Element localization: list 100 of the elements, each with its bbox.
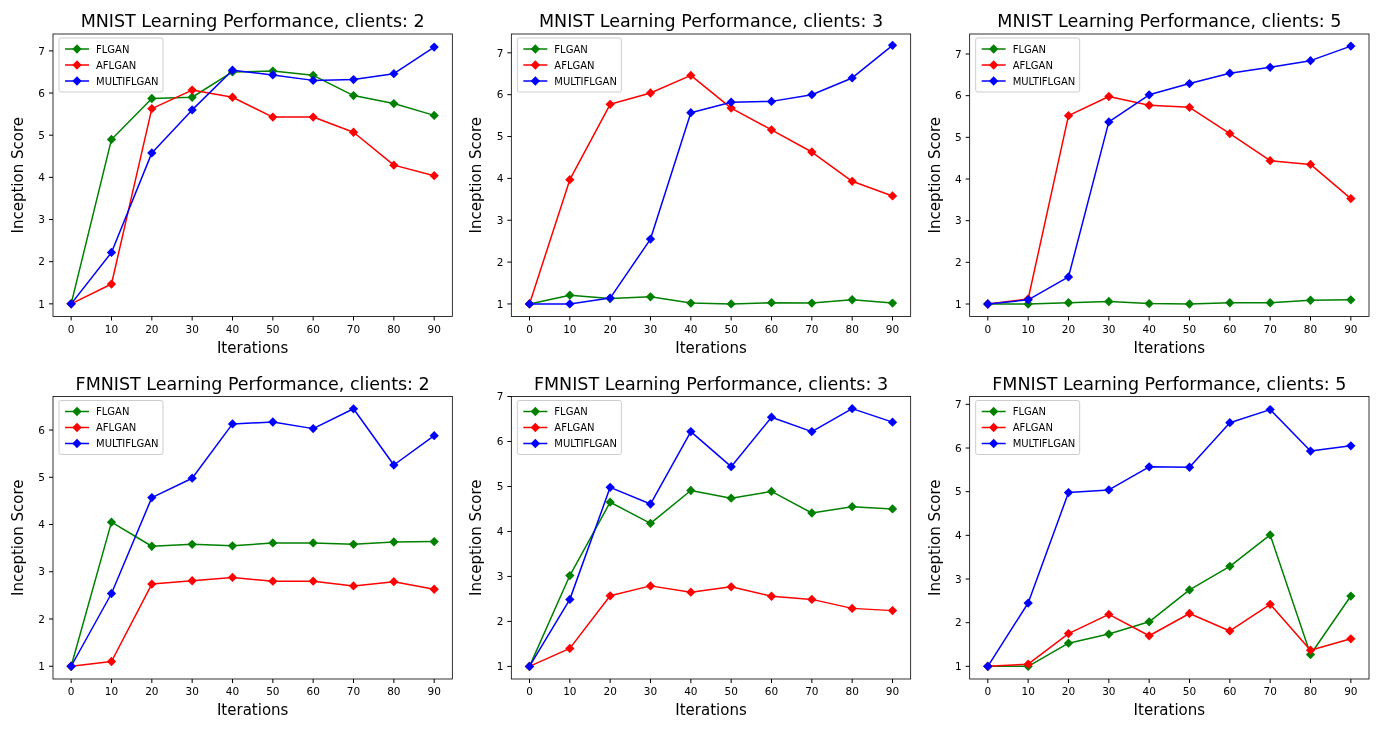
legend-label: FLGAN (1012, 43, 1047, 55)
x-tick-label: 80 (845, 322, 859, 335)
x-axis-title: Iterations (675, 338, 747, 357)
x-tick-label: 40 (1142, 685, 1156, 697)
x-tick-label: 90 (885, 685, 900, 697)
x-tick-label: 10 (104, 685, 119, 697)
y-tick-label: 5 (38, 128, 45, 141)
legend-label: MULTIFLGAN (96, 75, 159, 87)
x-tick-label: 30 (643, 685, 658, 697)
x-tick-label: 80 (1303, 322, 1318, 335)
y-tick-label: 1 (496, 660, 504, 673)
x-tick-label: 10 (563, 685, 577, 697)
x-tick-label: 40 (684, 322, 698, 335)
y-tick-label: 4 (954, 172, 962, 185)
legend-label: MULTIFLGAN (1012, 438, 1076, 449)
x-tick-label: 0 (67, 322, 75, 335)
legend-label: AFLGAN (96, 59, 137, 71)
chart-title: FMNIST Learning Performance, clients: 2 (75, 373, 430, 394)
y-tick-label: 3 (38, 213, 45, 226)
x-tick-label: 70 (346, 322, 361, 335)
x-tick-label: 40 (1142, 322, 1156, 335)
y-tick-label: 2 (496, 615, 504, 628)
y-tick-label: 7 (496, 390, 504, 403)
chart-title: MNIST Learning Performance, clients: 2 (80, 11, 425, 31)
y-tick-label: 6 (954, 441, 962, 454)
x-tick-label: 20 (145, 322, 159, 335)
x-tick-label: 20 (145, 685, 159, 697)
y-tick-label: 4 (954, 529, 962, 542)
x-tick-label: 30 (643, 322, 658, 335)
y-tick-label: 7 (496, 46, 504, 59)
y-tick-label: 3 (496, 213, 504, 226)
x-axis-title: Iterations (216, 701, 289, 719)
y-tick-label: 5 (496, 130, 504, 143)
y-tick-label: 4 (38, 171, 46, 184)
x-tick-label: 60 (306, 685, 320, 697)
x-tick-label: 90 (427, 685, 441, 697)
x-axis-title: Iterations (216, 338, 289, 357)
x-tick-label: 40 (225, 685, 240, 697)
y-tick-label: 1 (38, 659, 45, 672)
x-tick-label: 50 (724, 322, 738, 335)
x-tick-label: 50 (724, 685, 738, 697)
y-tick-label: 2 (38, 255, 45, 268)
legend-label: FLGAN (554, 43, 588, 55)
chart-title: FMNIST Learning Performance, clients: 5 (992, 373, 1347, 394)
x-tick-label: 90 (885, 322, 900, 335)
legend-label: FLGAN (1012, 406, 1047, 417)
y-tick-label: 1 (954, 660, 962, 673)
y-tick-label: 2 (954, 256, 962, 269)
y-axis-title: Inception Score (467, 117, 486, 234)
x-tick-label: 70 (1263, 685, 1277, 697)
x-tick-label: 20 (603, 685, 617, 697)
legend-label: AFLGAN (1012, 59, 1053, 71)
y-tick-label: 5 (954, 485, 962, 498)
chart-title: FMNIST Learning Performance, clients: 3 (533, 373, 889, 394)
chart-title: MNIST Learning Performance, clients: 5 (997, 11, 1342, 31)
y-tick-label: 6 (954, 89, 962, 102)
y-tick-label: 6 (38, 423, 46, 436)
x-tick-label: 10 (104, 322, 119, 335)
chart-title: MNIST Learning Performance, clients: 3 (538, 11, 884, 31)
x-tick-label: 30 (1102, 322, 1116, 335)
x-tick-label: 10 (1021, 322, 1035, 335)
x-tick-label: 40 (225, 322, 240, 335)
x-tick-label: 80 (387, 322, 401, 335)
legend-label: AFLGAN (554, 59, 595, 71)
x-tick-label: 30 (185, 685, 199, 697)
x-tick-label: 0 (67, 685, 75, 697)
x-tick-label: 0 (526, 685, 533, 697)
x-tick-label: 20 (1061, 685, 1076, 697)
legend-label: AFLGAN (1012, 422, 1053, 433)
x-axis-title: Iterations (1133, 338, 1206, 357)
y-tick-label: 1 (38, 297, 45, 310)
y-tick-label: 2 (496, 255, 504, 268)
y-tick-label: 3 (954, 214, 962, 227)
x-tick-label: 60 (764, 685, 779, 697)
legend-label: AFLGAN (554, 422, 595, 433)
legend-label: MULTIFLGAN (96, 438, 159, 449)
x-tick-label: 0 (526, 322, 533, 335)
x-tick-label: 50 (266, 322, 280, 335)
x-tick-label: 70 (1263, 322, 1277, 335)
y-tick-label: 5 (954, 131, 962, 144)
x-tick-label: 70 (805, 322, 819, 335)
x-tick-label: 20 (1061, 322, 1076, 335)
x-tick-label: 70 (346, 685, 361, 697)
y-axis-title: Inception Score (9, 479, 27, 596)
x-tick-label: 10 (1021, 685, 1035, 697)
y-tick-label: 4 (496, 525, 504, 538)
y-tick-label: 6 (38, 86, 46, 99)
x-tick-label: 60 (306, 322, 320, 335)
y-tick-label: 3 (954, 572, 962, 585)
y-axis-title: Inception Score (467, 479, 486, 596)
x-tick-label: 0 (984, 685, 992, 697)
y-tick-label: 3 (38, 565, 45, 578)
x-tick-label: 80 (387, 685, 401, 697)
x-tick-label: 60 (1223, 685, 1237, 697)
x-axis-title: Iterations (1133, 701, 1206, 719)
x-tick-label: 90 (1344, 685, 1358, 697)
y-tick-label: 5 (38, 470, 45, 483)
x-tick-label: 70 (805, 685, 819, 697)
x-tick-label: 90 (1344, 322, 1358, 335)
x-tick-label: 30 (1102, 685, 1116, 697)
